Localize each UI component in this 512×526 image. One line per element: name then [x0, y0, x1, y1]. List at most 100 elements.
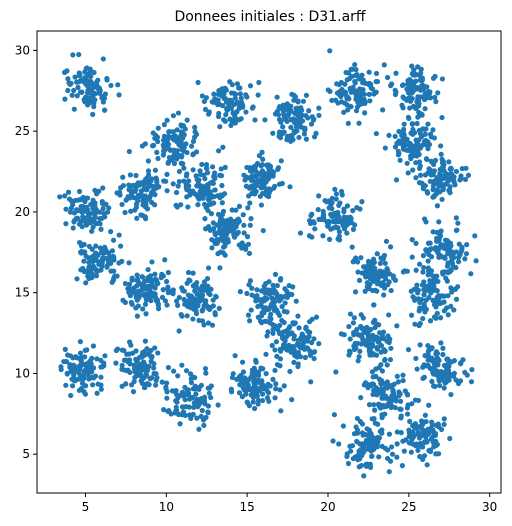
data-point — [432, 178, 438, 184]
data-point — [261, 174, 267, 180]
data-point — [291, 359, 297, 365]
data-point — [425, 348, 431, 354]
data-point — [429, 378, 435, 385]
data-point — [426, 141, 433, 148]
data-point — [83, 94, 89, 100]
data-point — [433, 315, 439, 321]
data-point — [438, 151, 444, 157]
data-point — [430, 183, 436, 189]
data-point — [121, 347, 127, 354]
data-point — [468, 379, 475, 385]
data-point — [434, 187, 440, 193]
data-point — [141, 353, 147, 359]
data-point — [329, 206, 335, 212]
data-point — [332, 186, 338, 192]
data-point — [191, 134, 198, 140]
data-point — [346, 219, 352, 225]
data-point — [364, 280, 370, 286]
data-point — [279, 303, 285, 310]
data-point — [312, 226, 318, 232]
data-point — [260, 391, 266, 397]
data-point — [90, 224, 96, 230]
data-point — [214, 222, 220, 228]
data-point — [443, 181, 449, 187]
data-point — [398, 413, 404, 419]
data-point — [367, 461, 373, 467]
data-point — [431, 361, 438, 367]
data-point — [143, 201, 149, 208]
data-point — [198, 171, 204, 178]
data-point — [131, 365, 138, 371]
data-point — [80, 194, 86, 201]
data-point — [193, 149, 200, 155]
data-point — [179, 285, 185, 291]
data-point — [77, 350, 84, 356]
data-point — [204, 275, 211, 282]
data-point — [417, 342, 423, 348]
data-point — [183, 173, 190, 179]
data-point — [82, 198, 88, 205]
data-point — [333, 224, 339, 230]
data-point — [387, 244, 394, 250]
data-point — [191, 400, 197, 406]
data-point — [446, 159, 452, 165]
data-point — [69, 92, 75, 98]
data-point — [181, 165, 187, 171]
data-point — [211, 226, 217, 232]
data-point — [430, 127, 436, 133]
data-point — [98, 364, 104, 370]
data-point — [400, 377, 406, 384]
data-point — [202, 192, 208, 198]
data-point — [89, 246, 95, 252]
data-point — [366, 402, 373, 408]
data-point — [413, 441, 420, 447]
data-point — [275, 166, 281, 173]
data-point — [418, 83, 424, 89]
data-point — [439, 160, 446, 166]
data-point — [409, 237, 415, 243]
data-point — [201, 201, 208, 207]
data-point — [301, 131, 308, 137]
data-point — [287, 135, 293, 141]
data-point — [412, 105, 419, 111]
data-point — [175, 395, 181, 401]
data-point — [71, 106, 77, 112]
data-point — [334, 90, 341, 96]
data-point — [276, 106, 282, 112]
data-point — [455, 220, 461, 226]
data-point — [371, 402, 377, 408]
data-point — [333, 191, 340, 197]
data-point — [239, 359, 246, 365]
data-point — [83, 253, 89, 259]
data-point — [371, 276, 377, 283]
data-point — [372, 420, 378, 426]
data-point — [404, 160, 410, 166]
data-point — [445, 293, 451, 299]
data-point — [257, 171, 263, 177]
data-point — [417, 130, 423, 137]
data-point — [358, 395, 364, 401]
data-point — [236, 218, 242, 224]
data-point — [113, 360, 119, 366]
data-point — [307, 220, 314, 227]
data-point — [363, 463, 370, 469]
data-point — [78, 250, 84, 256]
data-point — [235, 229, 241, 236]
data-point — [348, 88, 354, 94]
data-point — [420, 269, 426, 275]
data-point — [313, 130, 319, 136]
data-point — [386, 132, 392, 138]
data-point — [329, 213, 336, 219]
data-point — [387, 458, 394, 464]
data-point — [324, 199, 330, 205]
data-point — [251, 173, 257, 179]
data-point — [394, 323, 400, 329]
data-point — [444, 278, 450, 284]
data-point — [405, 402, 411, 408]
data-point — [427, 240, 433, 246]
data-point — [196, 426, 202, 432]
data-point — [253, 163, 259, 169]
data-point — [453, 215, 459, 221]
data-point — [415, 447, 421, 453]
data-point — [127, 369, 133, 376]
